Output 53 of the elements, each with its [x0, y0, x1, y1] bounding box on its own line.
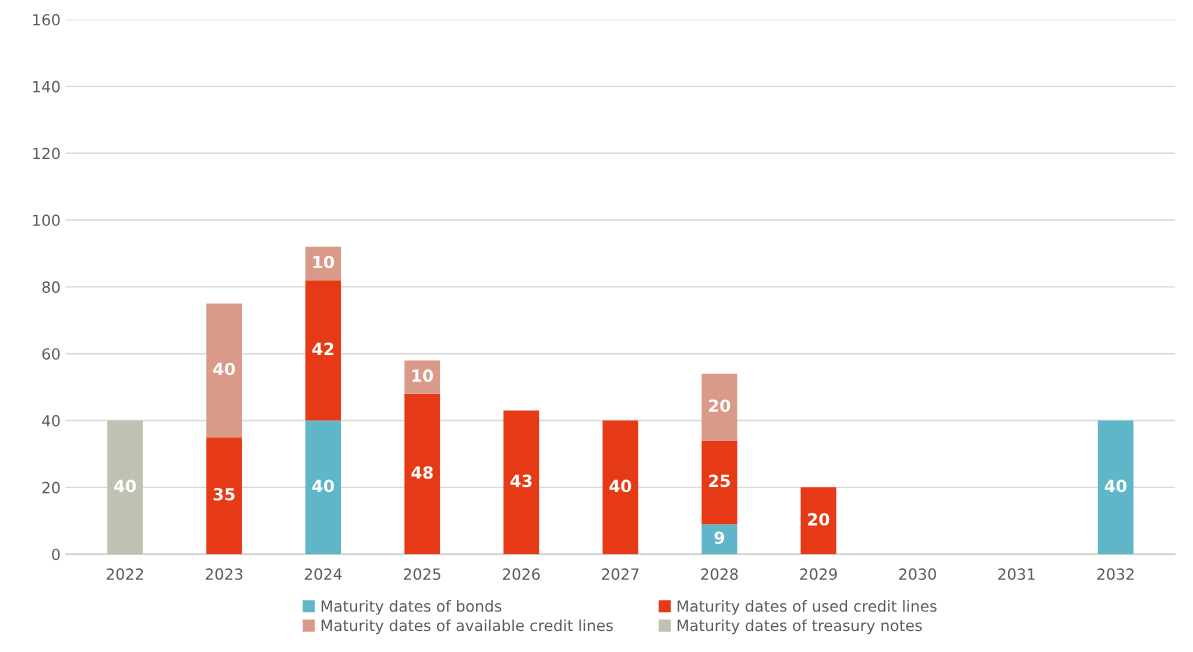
data-label: 43 — [510, 474, 532, 488]
data-label: 20 — [808, 513, 830, 526]
x-tick-label: 2030 — [899, 568, 936, 580]
y-tick-label: 0 — [52, 548, 60, 561]
x-tick-label: 2031 — [998, 568, 1035, 580]
data-label: 10 — [412, 369, 434, 382]
data-label: 35 — [213, 487, 235, 501]
bar — [404, 360, 441, 394]
data-label: 42 — [312, 342, 334, 355]
bar — [701, 440, 738, 525]
bar — [701, 373, 738, 441]
data-label: 40 — [312, 479, 334, 493]
data-label: 48 — [411, 466, 433, 479]
legend-label: Maturity dates of treasury notes — [677, 619, 922, 635]
bar — [206, 303, 242, 438]
x-tick-label: 2032 — [1097, 568, 1134, 580]
y-tick-label: 60 — [42, 348, 60, 360]
data-label: 40 — [114, 479, 136, 493]
bar — [602, 420, 639, 555]
bar — [1097, 420, 1134, 555]
legend-label: Maturity dates of bonds — [321, 600, 502, 615]
data-label: 20 — [709, 399, 731, 413]
x-tick-label: 2026 — [502, 568, 540, 580]
bar — [206, 437, 242, 555]
x-tick-label: 2027 — [602, 568, 639, 580]
legend-label: Maturity dates of available credit lines — [321, 619, 613, 635]
bar — [107, 420, 143, 555]
x-tick-label: 2023 — [205, 568, 243, 580]
y-tick-label: 20 — [42, 481, 60, 494]
y-tick-label: 100 — [33, 214, 60, 227]
bar — [800, 487, 837, 555]
y-tick-label: 40 — [42, 415, 60, 427]
data-label: 25 — [709, 474, 730, 488]
bar — [305, 280, 342, 421]
x-tick-label: 2022 — [106, 568, 143, 580]
data-label: 40 — [1104, 479, 1127, 493]
y-tick-label: 80 — [42, 281, 60, 293]
bar — [503, 410, 540, 555]
x-tick-label: 2028 — [701, 568, 738, 580]
y-tick-label: 140 — [33, 80, 60, 93]
data-label: 40 — [609, 479, 632, 493]
x-tick-label: 2024 — [304, 568, 342, 580]
bar — [305, 420, 342, 555]
data-label: 40 — [213, 362, 235, 376]
data-label: 10 — [313, 255, 334, 269]
bar — [404, 393, 441, 555]
data-label: 9 — [714, 531, 725, 544]
x-tick-label: 2029 — [800, 568, 837, 580]
y-tick-label: 160 — [33, 14, 60, 26]
bar — [701, 524, 738, 555]
x-tick-label: 2025 — [403, 568, 441, 580]
legend-label: Maturity dates of used credit lines — [677, 600, 937, 615]
y-tick-label: 120 — [33, 147, 60, 160]
